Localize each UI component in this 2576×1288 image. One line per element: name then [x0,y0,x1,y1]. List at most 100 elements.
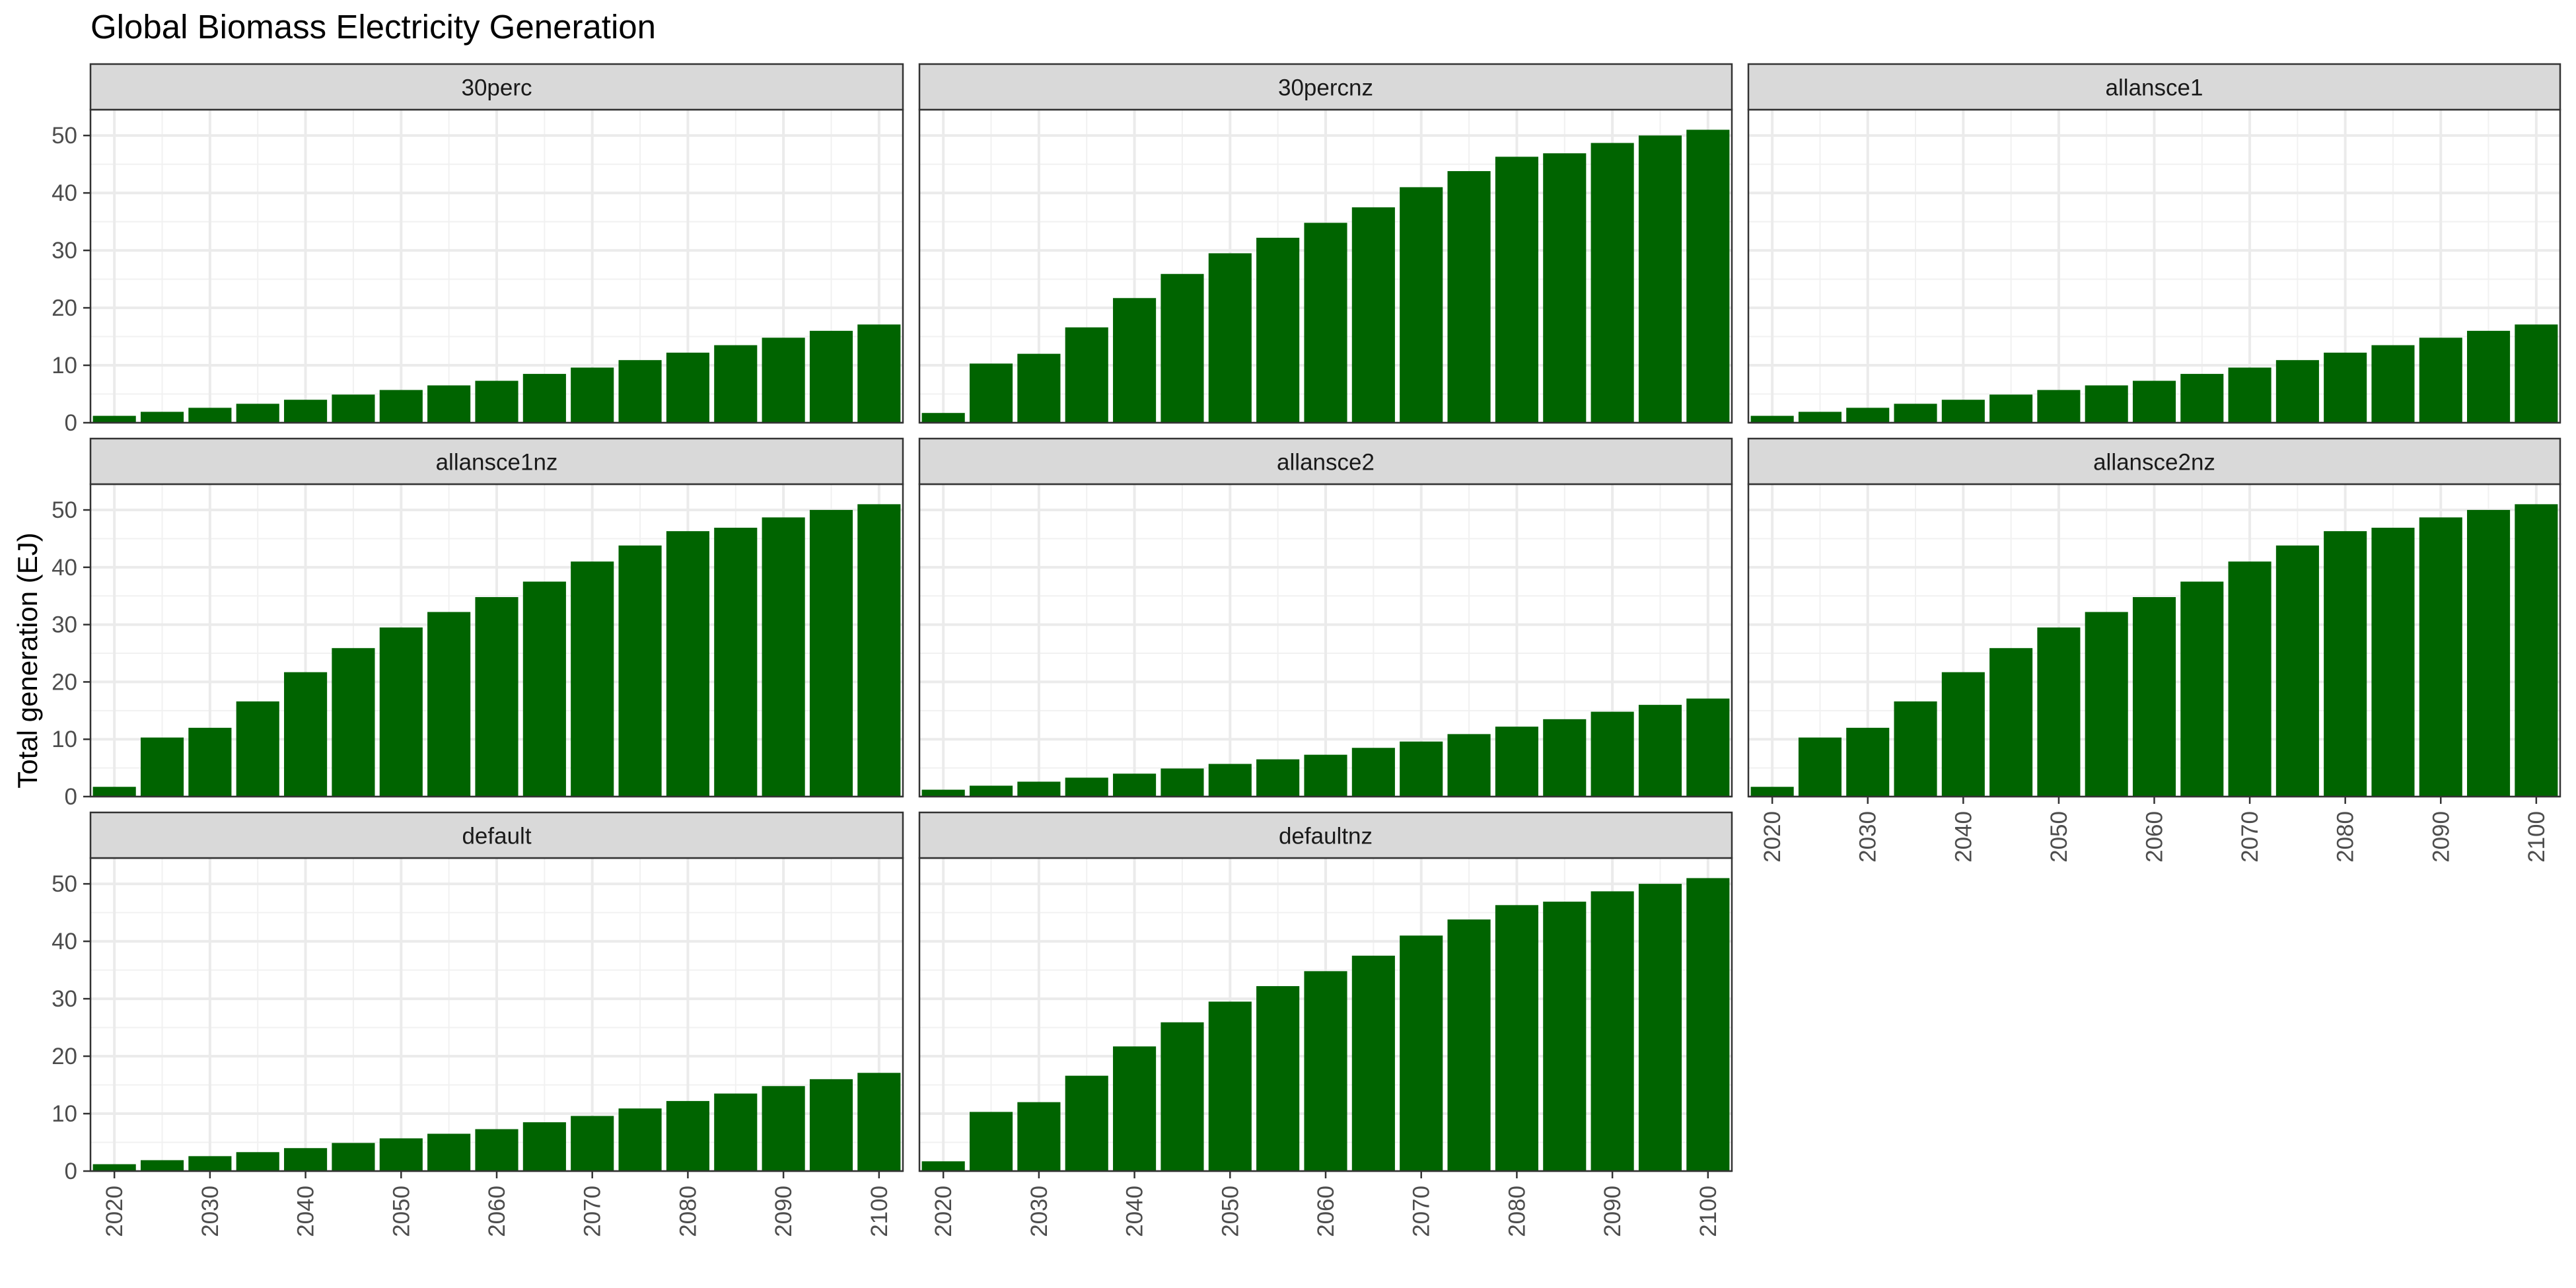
panel-allansce2nz: allansce2nz 2020 2030 2040 2050 2060 2070 2080 2… [1747,437,2561,863]
bar [475,1129,519,1171]
bar [1256,759,1300,797]
x-tick-label: 2100 [1696,1186,1721,1237]
x-tick-label: 2100 [867,1186,892,1237]
facet-strip [1747,437,2561,485]
facet-label: 30perc [461,75,532,101]
bar [2515,324,2558,423]
bar [618,360,662,423]
bar [2180,581,2224,797]
x-tick-label: 2030 [197,1186,223,1237]
x-tick-label: 2030 [1026,1186,1052,1237]
bar [140,1160,184,1171]
x-tick-label: 2020 [1760,811,1785,863]
bar [1686,878,1730,1171]
bar [475,380,519,423]
y-tick-label: 20 [52,1044,77,1069]
bar [666,352,709,423]
x-tick-label: 2090 [1600,1186,1626,1237]
bar [1447,734,1491,797]
x-tick-label: 2080 [1504,1186,1530,1237]
x-tick-label: 2070 [580,1186,606,1237]
bar [1495,727,1538,797]
facet-strip [918,437,1733,485]
bar [857,1073,901,1171]
bar [762,1086,805,1171]
bar [427,612,471,797]
bar [1351,955,1395,1171]
bar [2085,612,2128,797]
bar [332,394,375,423]
bar [1543,153,1587,423]
bar [522,1122,566,1171]
bar [1495,905,1538,1171]
bar [2085,385,2128,423]
facet-label: allansce1 [2106,75,2203,101]
bar [332,1143,375,1171]
bar [2371,527,2415,797]
bar [1017,781,1061,797]
bar [1798,737,1842,797]
bar [2037,390,2081,423]
bar [1161,1022,1204,1171]
facet-label: allansce2nz [2093,450,2215,476]
facet-strip [918,63,1733,111]
bar [1846,408,1890,423]
bar [571,1116,614,1171]
x-tick-label: 2080 [675,1186,701,1237]
facet-strip [918,811,1733,859]
bar [140,737,184,797]
bar [1686,698,1730,797]
x-tick-label: 2040 [1950,811,1976,863]
y-tick-label: 40 [52,180,77,206]
bar [571,561,614,797]
y-tick-label: 0 [65,1159,77,1184]
bar [2275,360,2319,423]
bar [809,1079,853,1171]
bar [2515,504,2558,797]
bar [2419,338,2462,423]
y-tick-label: 50 [52,871,77,897]
facet-label: default [462,824,531,849]
bar [714,345,758,423]
bar [762,517,805,797]
bar [2324,352,2367,423]
bar [1400,187,1443,423]
bar [2467,510,2511,797]
bar [284,672,328,797]
bar [1400,741,1443,797]
y-tick-label: 30 [52,612,77,638]
bar [1256,237,1300,423]
bar [2324,531,2367,797]
bar [1351,207,1395,423]
x-tick-label: 2020 [102,1186,127,1237]
x-tick-label: 2050 [1217,1186,1243,1237]
bar [762,338,805,423]
bar [969,785,1013,797]
bar [2037,627,2081,797]
x-tick-label: 2100 [2524,811,2550,863]
x-tick-label: 2070 [1409,1186,1435,1237]
bar [1750,787,1794,797]
bar [379,627,423,797]
bar [1894,404,1937,423]
bar [1686,129,1730,423]
facet-label: allansce2 [1277,450,1375,476]
chart-title: Global Biomass Electricity Generation [90,8,656,46]
bar [2132,596,2176,797]
y-axis-title: Total generation (EJ) [12,532,43,789]
bar [921,413,965,423]
y-tick-label: 20 [52,295,77,321]
y-tick-label: 40 [52,929,77,954]
panel-30perc: 30perc 0 10 20 30 40 50 [52,63,904,436]
x-tick-label: 2040 [293,1186,319,1237]
bar [1161,273,1204,423]
bar [1638,135,1682,423]
bar [1495,157,1538,423]
bar [571,367,614,423]
bar [284,1148,328,1171]
bar [1113,773,1157,797]
bar [1161,768,1204,797]
x-tick-label: 2050 [2046,811,2072,863]
bar [1065,327,1108,423]
y-tick-label: 20 [52,669,77,695]
